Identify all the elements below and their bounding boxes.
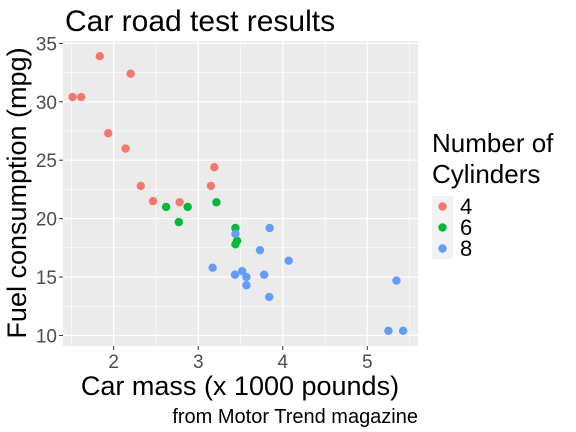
data-point-cyl-4	[136, 181, 145, 191]
legend: Number of Cylinders 468	[432, 128, 554, 261]
data-point-cyl-4	[148, 196, 158, 206]
data-point-cyl-4	[121, 144, 130, 153]
x-tick-label: 5	[362, 352, 373, 373]
legend-title: Number of Cylinders	[432, 128, 554, 189]
y-tick-label: 25	[36, 151, 57, 172]
data-point-cyl-8	[259, 270, 269, 279]
y-tick-label: 20	[36, 210, 57, 231]
x-tick-label: 3	[193, 352, 204, 373]
data-point-cyl-8	[231, 229, 240, 239]
data-point-cyl-8	[392, 276, 401, 285]
data-point-cyl-4	[206, 181, 216, 191]
data-point-cyl-4	[68, 92, 77, 102]
chart-caption: from Motor Trend magazine	[172, 406, 418, 428]
legend-key-4	[438, 202, 447, 211]
data-point-cyl-8	[242, 281, 251, 290]
legend-label-4: 4	[460, 194, 472, 219]
data-point-cyl-6	[161, 202, 171, 212]
y-tick-label: 30	[36, 93, 57, 114]
data-point-cyl-4	[210, 163, 219, 172]
data-point-cyl-6	[231, 223, 240, 233]
x-tick-label: 4	[277, 352, 288, 373]
data-points	[68, 51, 408, 336]
data-point-cyl-6	[183, 202, 192, 212]
data-point-cyl-8	[230, 270, 240, 279]
data-point-cyl-8	[265, 223, 274, 233]
data-point-cyl-4	[76, 92, 86, 102]
axis-ticks: 2 3 4 5 10 15 20 25 30 35	[36, 34, 373, 373]
data-point-cyl-4	[104, 129, 113, 138]
legend-key-6	[438, 223, 447, 232]
data-point-cyl-8	[384, 326, 393, 336]
data-point-cyl-8	[237, 267, 247, 276]
y-tick-label: 35	[36, 34, 57, 55]
legend-label-8: 8	[460, 236, 472, 261]
data-point-cyl-4	[95, 51, 104, 61]
x-axis-label: Car mass (x 1000 pounds)	[81, 371, 399, 401]
data-point-cyl-8	[255, 245, 265, 255]
data-point-cyl-8	[265, 292, 274, 302]
data-point-cyl-6	[212, 198, 221, 207]
grid-lines	[63, 41, 418, 346]
data-point-cyl-8	[208, 263, 217, 272]
data-point-cyl-4	[126, 69, 135, 78]
y-axis-label: Fuel consumption (mpg)	[2, 47, 32, 338]
chart-title: Car road test results	[65, 5, 335, 38]
data-point-cyl-8	[398, 326, 408, 336]
y-tick-label: 10	[36, 326, 57, 347]
legend-key-8	[438, 244, 447, 253]
data-point-cyl-8	[242, 272, 251, 282]
legend-label-6: 6	[460, 215, 472, 240]
y-tick-label: 15	[36, 268, 57, 289]
data-point-cyl-6	[231, 240, 240, 249]
x-tick-label: 2	[108, 352, 119, 373]
data-point-cyl-6	[174, 217, 183, 227]
data-point-cyl-4	[175, 198, 184, 207]
data-point-cyl-8	[284, 256, 293, 265]
